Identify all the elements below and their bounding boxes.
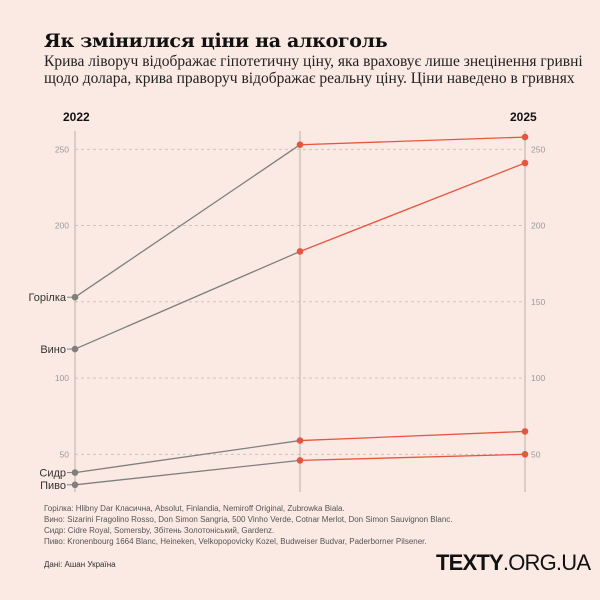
series-1: Вино — [40, 159, 529, 356]
left-tick-100: 100 — [55, 373, 69, 383]
point-2022 — [71, 469, 79, 476]
right-tick-150: 150 — [531, 297, 545, 307]
logo-bold: TEXTY — [436, 550, 504, 575]
source: Дані: Ашан Україна — [44, 560, 116, 569]
point-2022 — [71, 481, 79, 489]
real-line — [299, 430, 526, 442]
chart-title: Як змінилися ціни на алкоголь — [44, 30, 388, 52]
hypothetical-line — [74, 439, 301, 474]
left-tick-250: 250 — [55, 144, 69, 154]
note-cider: Сидр: Cidre Royal, Somersby, Збітень Зол… — [44, 526, 275, 535]
series-label: Вино — [40, 344, 66, 356]
series-label: Сидр — [39, 468, 66, 480]
point-2025 — [521, 451, 529, 458]
point-hypothetical-2025 — [296, 141, 304, 149]
note-vodka: Горілка: Hlibny Dar Класична, Absolut, F… — [44, 504, 345, 513]
right-tick-250: 250 — [531, 144, 545, 154]
point-hypothetical-2025 — [296, 437, 304, 444]
note-wine: Вино: Sizarini Fragolino Rosso, Don Simo… — [44, 515, 453, 524]
series-label: Пиво — [40, 480, 66, 492]
point-hypothetical-2025 — [296, 457, 304, 464]
texty-logo[interactable]: TEXTY.ORG.UA — [436, 550, 591, 576]
real-line — [299, 136, 526, 146]
point-2025 — [521, 159, 529, 167]
hypothetical-line — [74, 459, 301, 486]
point-hypothetical-2025 — [296, 248, 304, 255]
series-0: Горілка — [29, 133, 529, 304]
chart-subtitle: Крива ліворуч відображає гіпотетичну цін… — [44, 53, 583, 87]
point-2025 — [521, 428, 529, 435]
hypothetical-line — [74, 144, 301, 298]
right-tick-200: 200 — [531, 221, 545, 231]
right-tick-50: 50 — [531, 449, 541, 459]
point-2022 — [71, 345, 79, 353]
x-label-2025: 2025 — [510, 110, 537, 124]
right-tick-100: 100 — [531, 373, 545, 383]
notes: Горілка: Hlibny Dar Класична, Absolut, F… — [44, 503, 453, 547]
series-2: Сидр — [39, 428, 529, 480]
hypothetical-line — [74, 250, 301, 350]
point-2025 — [521, 133, 529, 141]
left-tick-50: 50 — [60, 449, 70, 459]
real-line — [299, 453, 526, 462]
left-tick-200: 200 — [55, 221, 69, 231]
note-beer: Пиво: Kronenbourg 1664 Blanc, Heineken, … — [44, 537, 427, 546]
series-3: Пиво — [40, 451, 529, 492]
x-label-2022: 2022 — [63, 110, 90, 124]
logo-rest: .ORG.UA — [502, 550, 591, 575]
point-2022 — [71, 293, 79, 301]
series-label: Горілка — [29, 292, 67, 304]
real-line — [299, 162, 526, 253]
